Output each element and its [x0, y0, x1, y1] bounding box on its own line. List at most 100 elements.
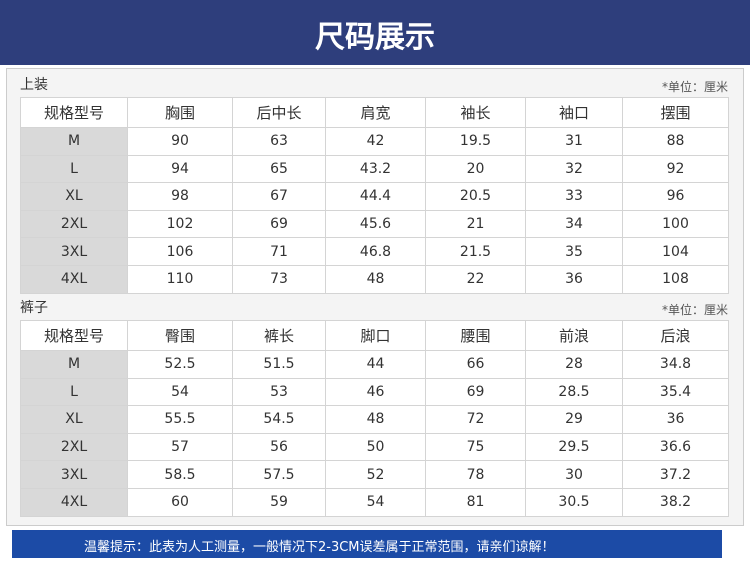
column-header: 后中长 — [232, 97, 326, 128]
measurement: 34 — [525, 209, 623, 239]
size-label: 4XL — [20, 265, 128, 294]
measurement: 30.5 — [525, 488, 623, 517]
measurement: 29 — [525, 405, 623, 434]
column-header: 后浪 — [622, 320, 729, 351]
measurement: 34.8 — [622, 350, 729, 379]
column-header: 裤长 — [232, 320, 326, 351]
section-label: 上装 — [20, 77, 48, 93]
measurement: 96 — [622, 182, 729, 211]
measurement: 88 — [622, 127, 729, 156]
measurement: 59 — [232, 488, 326, 517]
measurement: 36 — [525, 265, 623, 294]
column-header: 袖口 — [525, 97, 623, 128]
measurement: 53 — [232, 377, 326, 407]
footer-band: 温馨提示：此表为人工测量，一般情况下2-3CM误差属于正常范围，请亲们谅解！ — [12, 530, 722, 558]
size-label: 4XL — [20, 488, 128, 517]
size-label: L — [20, 154, 128, 184]
column-header: 腰围 — [425, 320, 526, 351]
size-label: 3XL — [20, 460, 128, 489]
measurement: 48 — [325, 265, 426, 294]
measurement: 67 — [232, 182, 326, 211]
measurement: 94 — [127, 154, 233, 184]
measurement: 29.5 — [525, 432, 623, 462]
measurement: 71 — [232, 237, 326, 266]
measurement: 51.5 — [232, 350, 326, 379]
measurement: 55.5 — [127, 405, 233, 434]
column-header: 脚口 — [325, 320, 426, 351]
measurement: 106 — [127, 237, 233, 266]
measurement: 60 — [127, 488, 233, 517]
measurement: 44.4 — [325, 182, 426, 211]
measurement: 66 — [425, 350, 526, 379]
size-label: 2XL — [20, 209, 128, 239]
measurement: 36.6 — [622, 432, 729, 462]
measurement: 37.2 — [622, 460, 729, 489]
column-header: 臀围 — [127, 320, 233, 351]
column-header: 摆围 — [622, 97, 729, 128]
size-label: M — [20, 127, 128, 156]
measurement: 73 — [232, 265, 326, 294]
column-header: 肩宽 — [325, 97, 426, 128]
measurement: 38.2 — [622, 488, 729, 517]
measurement: 58.5 — [127, 460, 233, 489]
measurement: 102 — [127, 209, 233, 239]
measurement: 31 — [525, 127, 623, 156]
size-label: M — [20, 350, 128, 379]
measurement: 28 — [525, 350, 623, 379]
measurement: 28.5 — [525, 377, 623, 407]
measurement: 36 — [622, 405, 729, 434]
measurement: 100 — [622, 209, 729, 239]
size-label: 3XL — [20, 237, 128, 266]
measurement: 33 — [525, 182, 623, 211]
measurement: 22 — [425, 265, 526, 294]
measurement: 108 — [622, 265, 729, 294]
measurement: 35.4 — [622, 377, 729, 407]
measurement: 46.8 — [325, 237, 426, 266]
column-header: 规格型号 — [20, 320, 128, 351]
measurement: 19.5 — [425, 127, 526, 156]
measurement: 81 — [425, 488, 526, 517]
measurement: 65 — [232, 154, 326, 184]
column-header: 袖长 — [425, 97, 526, 128]
measurement: 52.5 — [127, 350, 233, 379]
measurement: 78 — [425, 460, 526, 489]
measurement: 57.5 — [232, 460, 326, 489]
measurement: 43.2 — [325, 154, 426, 184]
measurement: 30 — [525, 460, 623, 489]
size-label: 2XL — [20, 432, 128, 462]
measurement: 44 — [325, 350, 426, 379]
measurement: 104 — [622, 237, 729, 266]
section-label: 裤子 — [20, 300, 48, 316]
header-band: 尺码展示 — [0, 0, 750, 65]
measurement: 110 — [127, 265, 233, 294]
measurement: 75 — [425, 432, 526, 462]
size-label: L — [20, 377, 128, 407]
size-label: XL — [20, 182, 128, 211]
size-label: XL — [20, 405, 128, 434]
measurement: 98 — [127, 182, 233, 211]
measurement: 72 — [425, 405, 526, 434]
notice: 温馨提示：此表为人工测量，一般情况下2-3CM误差属于正常范围，请亲们谅解！ — [84, 540, 555, 555]
title: 尺码展示 — [315, 20, 435, 55]
measurement: 32 — [525, 154, 623, 184]
measurement: 21.5 — [425, 237, 526, 266]
measurement: 57 — [127, 432, 233, 462]
column-header: 前浪 — [525, 320, 623, 351]
unit-note: *单位：厘米 — [661, 303, 728, 317]
measurement: 21 — [425, 209, 526, 239]
measurement: 20.5 — [425, 182, 526, 211]
measurement: 45.6 — [325, 209, 426, 239]
column-header: 规格型号 — [20, 97, 128, 128]
measurement: 48 — [325, 405, 426, 434]
column-header: 胸围 — [127, 97, 233, 128]
measurement: 56 — [232, 432, 326, 462]
measurement: 69 — [425, 377, 526, 407]
measurement: 20 — [425, 154, 526, 184]
measurement: 54 — [127, 377, 233, 407]
measurement: 92 — [622, 154, 729, 184]
measurement: 46 — [325, 377, 426, 407]
measurement: 52 — [325, 460, 426, 489]
measurement: 69 — [232, 209, 326, 239]
unit-note: *单位：厘米 — [661, 80, 728, 94]
